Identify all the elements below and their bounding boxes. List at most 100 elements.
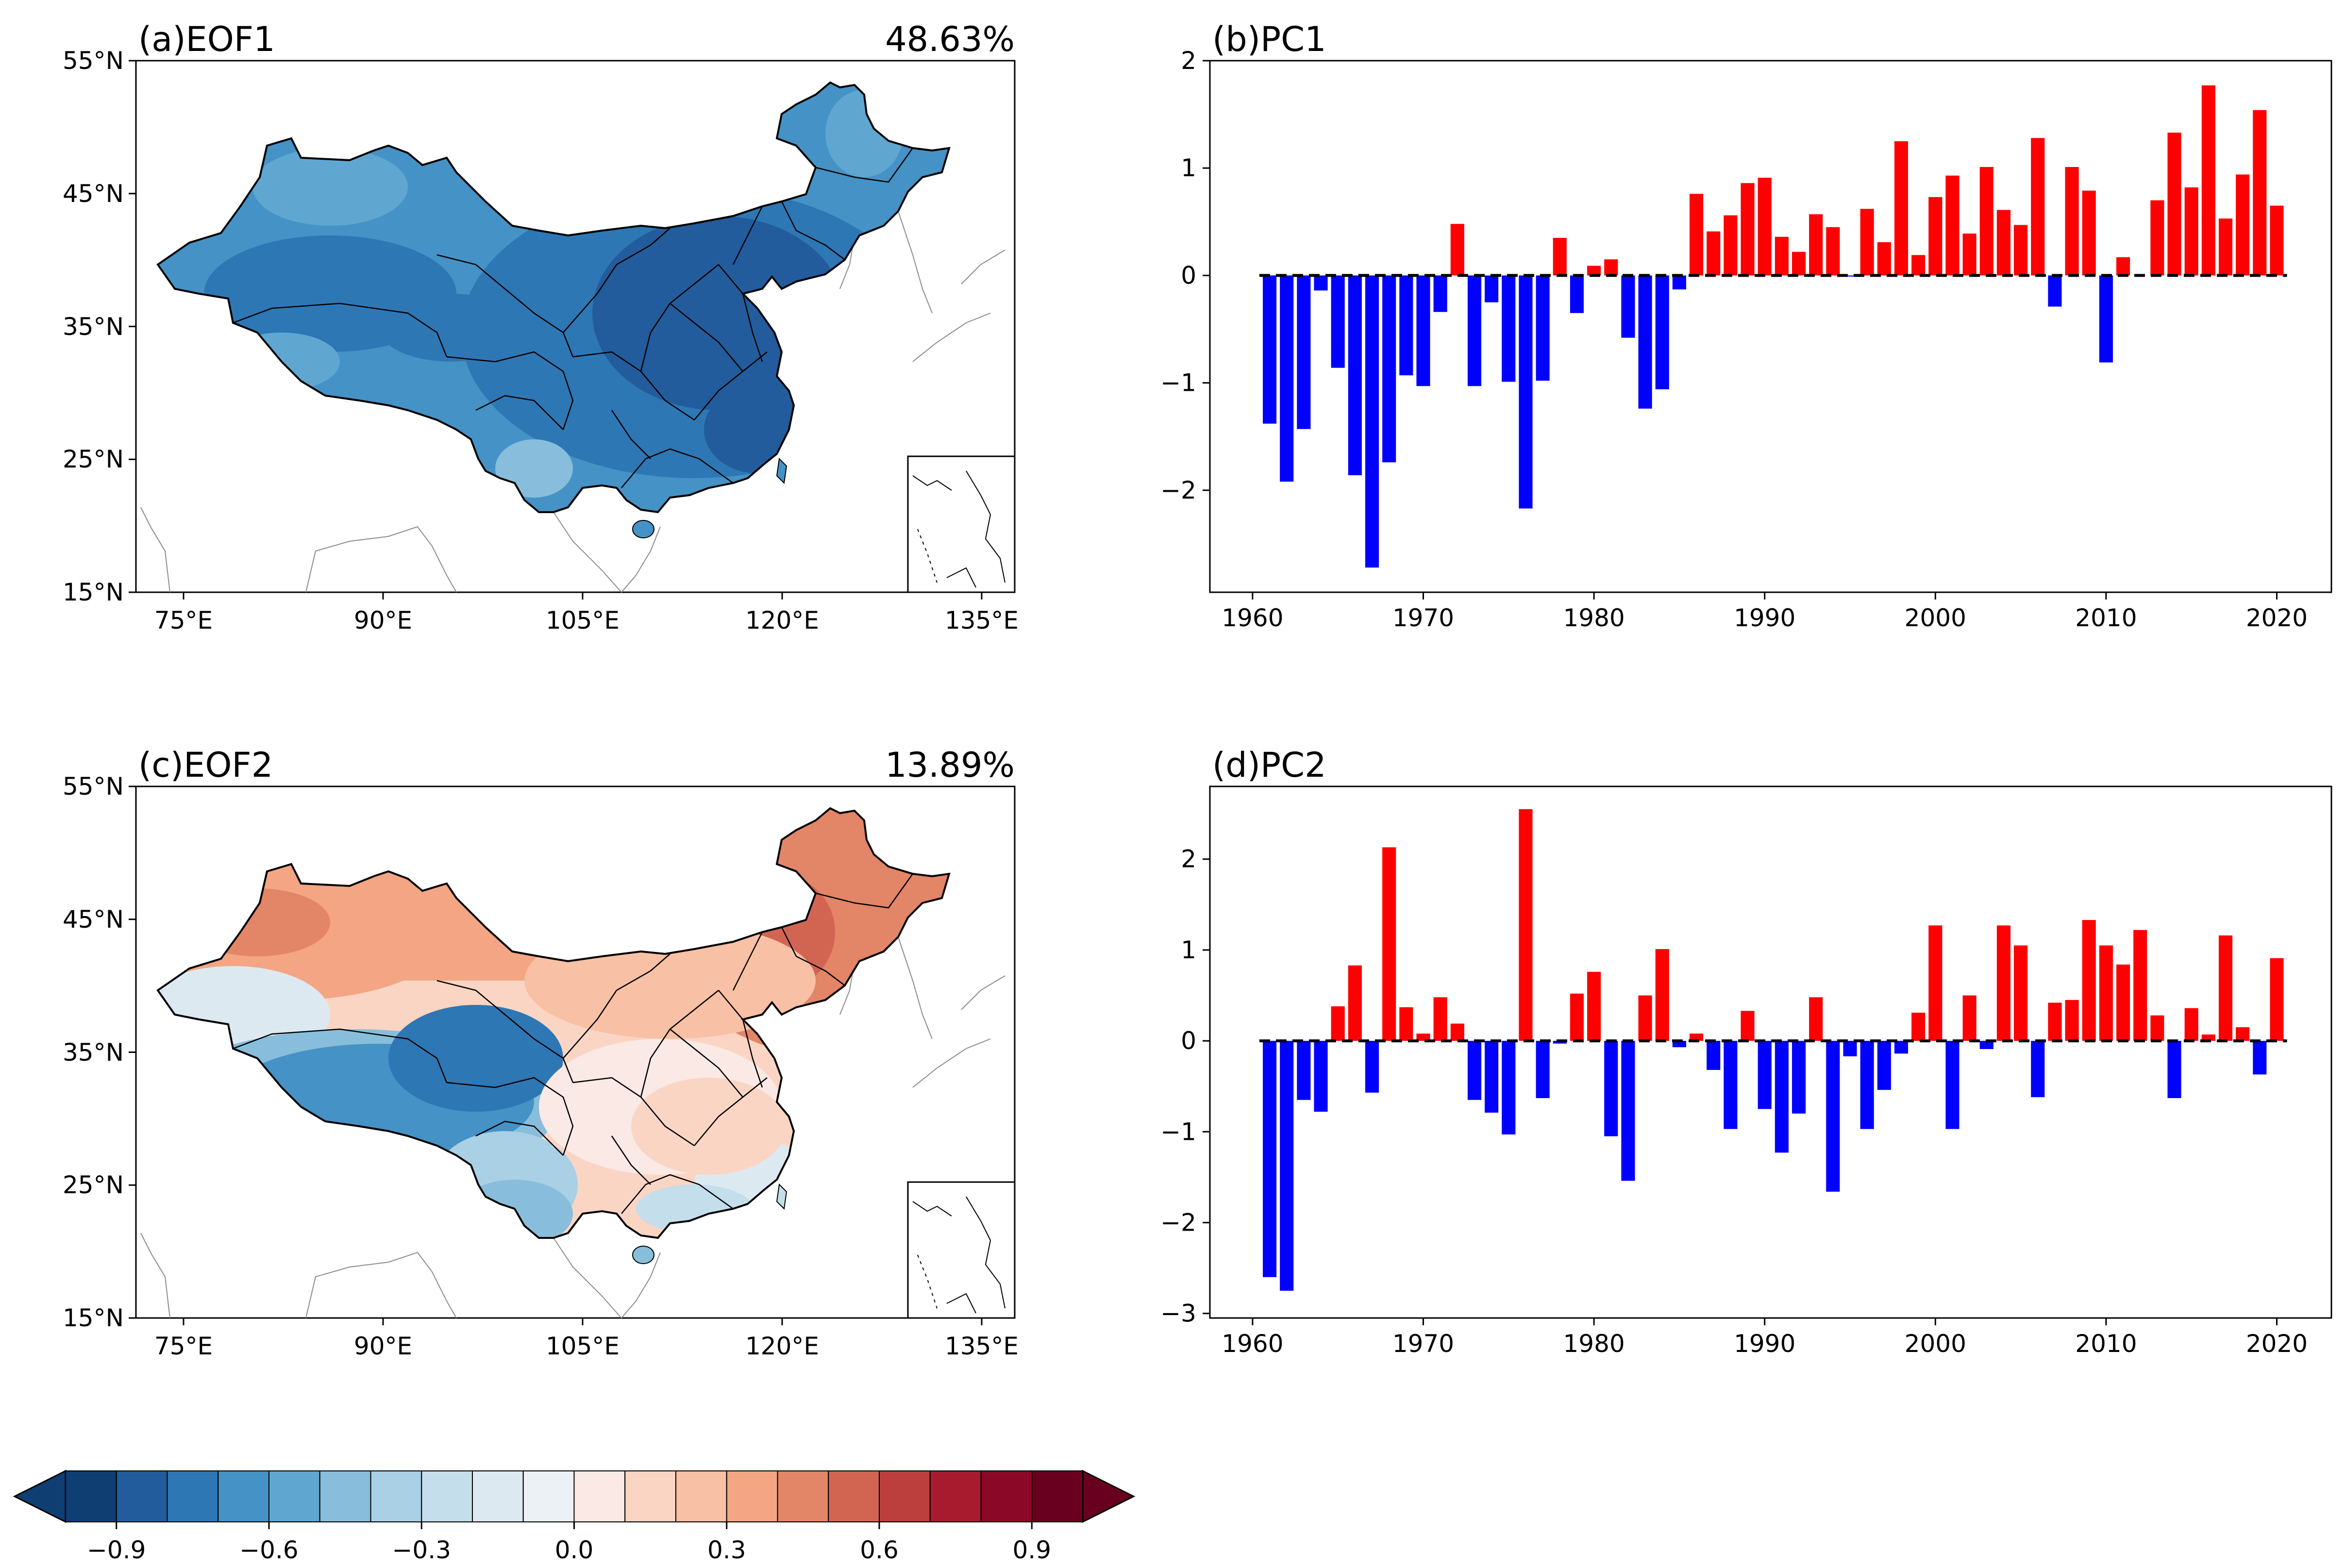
x-tick-label: 1970: [1392, 1330, 1454, 1358]
bar-1992: [1792, 251, 1806, 276]
bar-1962: [1280, 275, 1294, 482]
bar-1984: [1655, 949, 1669, 1041]
bar-2014: [2167, 1041, 2181, 1099]
map-lon-ticks: 75°E 90°E 105°E 120°E 135°E: [154, 592, 1019, 634]
y-tick-label: −2: [1160, 1208, 1196, 1236]
map-title-eof1: (a)EOF1: [138, 19, 275, 59]
bar-2004: [1996, 210, 2010, 276]
bar-1963: [1297, 1041, 1311, 1100]
bar-1986: [1689, 194, 1704, 276]
lon-tick-label: 105°E: [546, 1332, 620, 1360]
south-china-sea-inset: [907, 455, 1016, 593]
y-tick-label: 1: [1181, 936, 1196, 964]
bar-2007: [2048, 1002, 2062, 1041]
bar-2017: [2218, 935, 2233, 1041]
bar-2002: [1962, 995, 1976, 1041]
bar-1979: [1570, 275, 1584, 313]
bar-1966: [1348, 965, 1362, 1041]
colorbar-tick-label: 0.3: [707, 1536, 746, 1564]
bar-1968: [1382, 275, 1396, 463]
colorbar-tick-label: 0.0: [555, 1536, 594, 1564]
colorbar-swatch: [268, 1470, 320, 1522]
hainan: [632, 1246, 654, 1264]
colorbar-swatch: [65, 1470, 117, 1522]
y-tick-label: −1: [1160, 369, 1196, 397]
bar-1999: [1911, 255, 1926, 276]
bar-1964: [1314, 1041, 1328, 1112]
bar-1962: [1280, 1041, 1294, 1291]
colorbar-tick-label: −0.9: [87, 1536, 146, 1564]
lon-tick-label: 120°E: [745, 606, 819, 634]
bar-1994: [1826, 227, 1840, 276]
chart-title: (d)PC2: [1212, 745, 1326, 785]
map-title-eof2: (c)EOF2: [138, 745, 273, 785]
x-tick-label: 1960: [1222, 1330, 1283, 1358]
neighbour-coastlines: [140, 211, 1005, 593]
x-tick-label: 2000: [1905, 604, 1966, 632]
bar-chart-pc1: (b)PC1 2 1 0 −1 −2 1960 1970 1980 1990 2000 2010 202…: [1160, 19, 2332, 632]
bar-2008: [2065, 167, 2079, 276]
bar-2016: [2201, 85, 2215, 276]
colorbar-swatch: [726, 1470, 778, 1522]
bar-1988: [1724, 215, 1738, 276]
colorbar-swatch: [929, 1470, 982, 1522]
bar-2001: [1945, 1041, 1960, 1129]
bar-2016: [2201, 1034, 2215, 1041]
bar-1967: [1365, 275, 1379, 568]
bar-1982: [1621, 275, 1635, 338]
bar-2018: [2236, 174, 2250, 276]
bar-1989: [1741, 1011, 1755, 1041]
neighbour-coastlines: [140, 936, 1005, 1318]
lat-tick-label: 15°N: [63, 578, 124, 606]
x-tick-label: 2020: [2246, 1330, 2308, 1358]
bar-2000: [1928, 197, 1943, 276]
x-tick-label: 1980: [1563, 1330, 1625, 1358]
bar-1986: [1689, 1034, 1704, 1041]
bar-2004: [1996, 925, 2010, 1041]
map-lat-ticks: 55°N 45°N 35°N 25°N 15°N: [63, 47, 136, 606]
bar-1974: [1485, 275, 1499, 302]
bar-1996: [1860, 209, 1874, 276]
bar-1982: [1621, 1041, 1635, 1181]
bar-1993: [1809, 214, 1823, 276]
y-tick-label: 2: [1181, 845, 1196, 873]
y-tick-label: 0: [1181, 1027, 1196, 1055]
lon-tick-label: 135°E: [945, 606, 1019, 634]
colorbar-swatch: [828, 1470, 880, 1522]
bar-2006: [2031, 1041, 2045, 1098]
bar-1981: [1604, 1041, 1618, 1136]
bar-1983: [1638, 275, 1652, 409]
colorbar-swatch: [522, 1470, 575, 1522]
south-china-sea-inset: [907, 1181, 1016, 1319]
bar-1961: [1262, 1041, 1277, 1277]
lon-tick-label: 90°E: [354, 606, 412, 634]
bar-1991: [1775, 1041, 1789, 1153]
lat-tick-label: 55°N: [63, 772, 124, 801]
colorbar-swatch: [167, 1470, 219, 1522]
bar-2020: [2270, 205, 2284, 276]
bar-chart-pc2: (d)PC2 2 1 0 −1 −2 −3 1960 1970 1980 1990 2000 2010 2…: [1160, 745, 2332, 1358]
bar-2010: [2099, 275, 2113, 363]
plot-area: [1209, 785, 2332, 1319]
lon-tick-label: 135°E: [945, 1332, 1019, 1360]
bar-2001: [1945, 175, 1960, 276]
bar-1977: [1536, 1041, 1550, 1099]
bar-2015: [2184, 187, 2198, 276]
colorbar-tick-label: −0.3: [392, 1536, 451, 1564]
bar-1965: [1331, 275, 1345, 368]
bar-1977: [1536, 275, 1550, 381]
bar-1995: [1843, 1041, 1857, 1056]
y-tick-label: 1: [1181, 154, 1196, 182]
bar-1989: [1741, 183, 1755, 276]
lon-tick-label: 75°E: [154, 1332, 213, 1360]
colorbar: −0.9 −0.6 −0.3 0.0 0.3 0.6 0.9: [13, 1469, 1136, 1564]
bar-2013: [2150, 1015, 2164, 1041]
bar-1973: [1467, 1041, 1482, 1100]
lon-tick-label: 120°E: [745, 1332, 819, 1360]
bar-1972: [1450, 1023, 1464, 1041]
bar-1968: [1382, 847, 1396, 1041]
bar-2019: [2253, 110, 2267, 276]
bar-1988: [1724, 1041, 1738, 1129]
bar-1976: [1519, 275, 1533, 509]
